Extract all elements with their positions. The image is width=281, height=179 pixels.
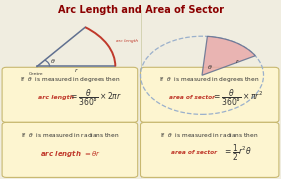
Text: arc length: arc length: [116, 39, 138, 43]
Text: If  $\theta$  is measured in radians then: If $\theta$ is measured in radians then: [160, 131, 259, 139]
Text: area of sector: area of sector: [169, 95, 214, 100]
Text: arc length $= \theta r$: arc length $= \theta r$: [40, 148, 100, 159]
Text: θ: θ: [208, 65, 212, 70]
FancyBboxPatch shape: [140, 122, 279, 177]
Text: $=\dfrac{\theta}{360°}\times 2\pi r$: $=\dfrac{\theta}{360°}\times 2\pi r$: [69, 87, 122, 108]
Text: arc length: arc length: [38, 95, 74, 100]
Wedge shape: [202, 36, 255, 75]
Text: θ: θ: [51, 59, 55, 64]
FancyBboxPatch shape: [2, 122, 138, 177]
Text: If  $\theta$  is measured in degrees then: If $\theta$ is measured in degrees then: [159, 75, 260, 84]
Text: area of sector: area of sector: [171, 150, 217, 155]
Text: If  $\theta$  is measured in radians then: If $\theta$ is measured in radians then: [21, 131, 119, 139]
Text: r: r: [75, 68, 78, 73]
Text: Centre: Centre: [28, 72, 43, 76]
Text: $=\dfrac{\theta}{360°}\times \pi r^2$: $=\dfrac{\theta}{360°}\times \pi r^2$: [212, 87, 263, 108]
Text: r: r: [235, 59, 238, 64]
FancyBboxPatch shape: [2, 67, 138, 122]
Text: Arc Length and Area of Sector: Arc Length and Area of Sector: [58, 5, 223, 15]
FancyBboxPatch shape: [140, 67, 279, 122]
Text: If  $\theta$  is measured in degrees then: If $\theta$ is measured in degrees then: [20, 75, 120, 84]
Text: $=\dfrac{1}{2}r^2\theta$: $=\dfrac{1}{2}r^2\theta$: [223, 142, 252, 163]
